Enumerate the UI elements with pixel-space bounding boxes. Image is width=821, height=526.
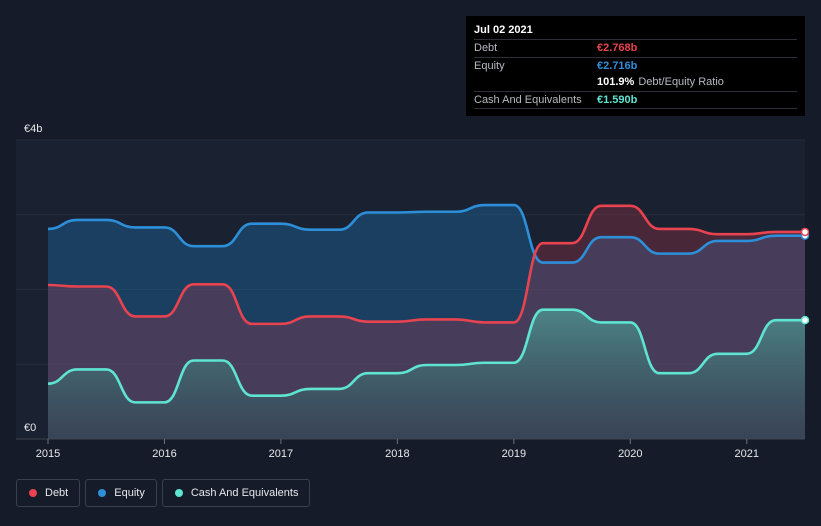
cash-and-equivalents-area (48, 309, 805, 439)
x-tick-label: 2021 (735, 448, 759, 460)
debt-end-point (800, 227, 810, 237)
legend-item-cash[interactable]: Cash And Equivalents (161, 479, 311, 507)
x-tick-label: 2015 (36, 448, 60, 460)
debt-line (47, 204, 805, 326)
tooltip-cash-label: Cash And Equivalents (474, 93, 582, 106)
cash-dot-icon (174, 489, 183, 497)
tooltip-debt-row: Debt €2.768b (474, 40, 797, 58)
legend-item-debt[interactable]: Debt (16, 479, 81, 507)
tooltip-ratio-row: 101.9% Debt/Equity Ratio (474, 74, 797, 92)
tooltip-date: Jul 02 2021 (474, 22, 797, 40)
legend-label-equity: Equity (114, 487, 145, 499)
x-tick-label: 2019 (502, 448, 526, 460)
tooltip-equity-row: Equity €2.716b (474, 58, 797, 75)
legend-label-cash: Cash And Equivalents (190, 487, 299, 499)
y-tick-label-top: €4b (24, 123, 43, 135)
series-lines (47, 203, 805, 404)
legend-item-equity[interactable]: Equity (85, 479, 157, 507)
debt-dot-icon (29, 489, 37, 497)
x-axis: 2015 2016 2017 2018 2019 2020 2021 (36, 439, 759, 460)
tooltip: Jul 02 2021 Debt €2.768b Equity €2.716b … (466, 16, 805, 116)
tooltip-ratio-value: 101.9% (597, 76, 635, 88)
tooltip-equity-value: €2.716b (597, 59, 638, 72)
y-tick-label-bottom: €0 (24, 422, 37, 434)
x-tick-label: 2020 (618, 448, 642, 460)
tooltip-debt-value: €2.768b (597, 42, 638, 54)
tooltip-equity-label: Equity (474, 59, 505, 72)
legend-label-debt: Debt (45, 487, 69, 499)
end-markers (800, 227, 810, 325)
tooltip-debt-label: Debt (474, 42, 498, 54)
tooltip-cash-value: €1.590b (597, 93, 638, 106)
cash-and-equivalents-line (47, 308, 805, 404)
tooltip-ratio-label: Debt/Equity Ratio (638, 76, 724, 88)
cash-and-equivalents-end-point (800, 315, 810, 325)
legend: Debt Equity Cash And Equivalents (16, 479, 315, 507)
x-tick-label: 2017 (269, 448, 293, 460)
series-areas (48, 205, 805, 439)
equity-dot-icon (98, 489, 107, 497)
x-tick-label: 2016 (152, 448, 176, 460)
x-tick-label: 2018 (385, 448, 409, 460)
equity-line (47, 203, 805, 264)
tooltip-cash-row: Cash And Equivalents €1.590b (474, 92, 797, 109)
